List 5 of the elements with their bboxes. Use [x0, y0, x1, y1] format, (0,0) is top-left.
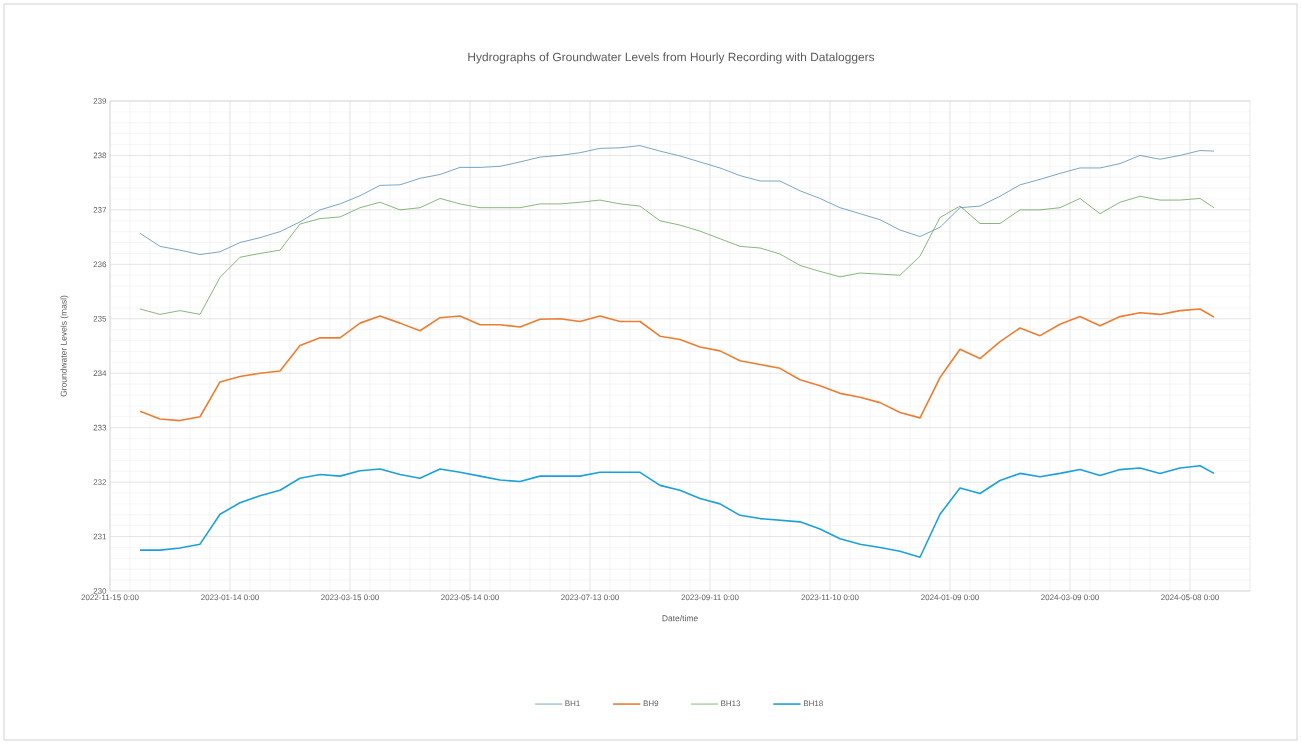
chart-title: Hydrographs of Groundwater Levels from Hourly Recording with Dataloggers	[468, 52, 875, 64]
line-series	[139, 308, 1215, 422]
y-axis-title: Groundwater Levels (masl)	[60, 295, 69, 397]
x-axis-title: Date/time	[662, 615, 698, 622]
line-series	[139, 145, 1215, 255]
